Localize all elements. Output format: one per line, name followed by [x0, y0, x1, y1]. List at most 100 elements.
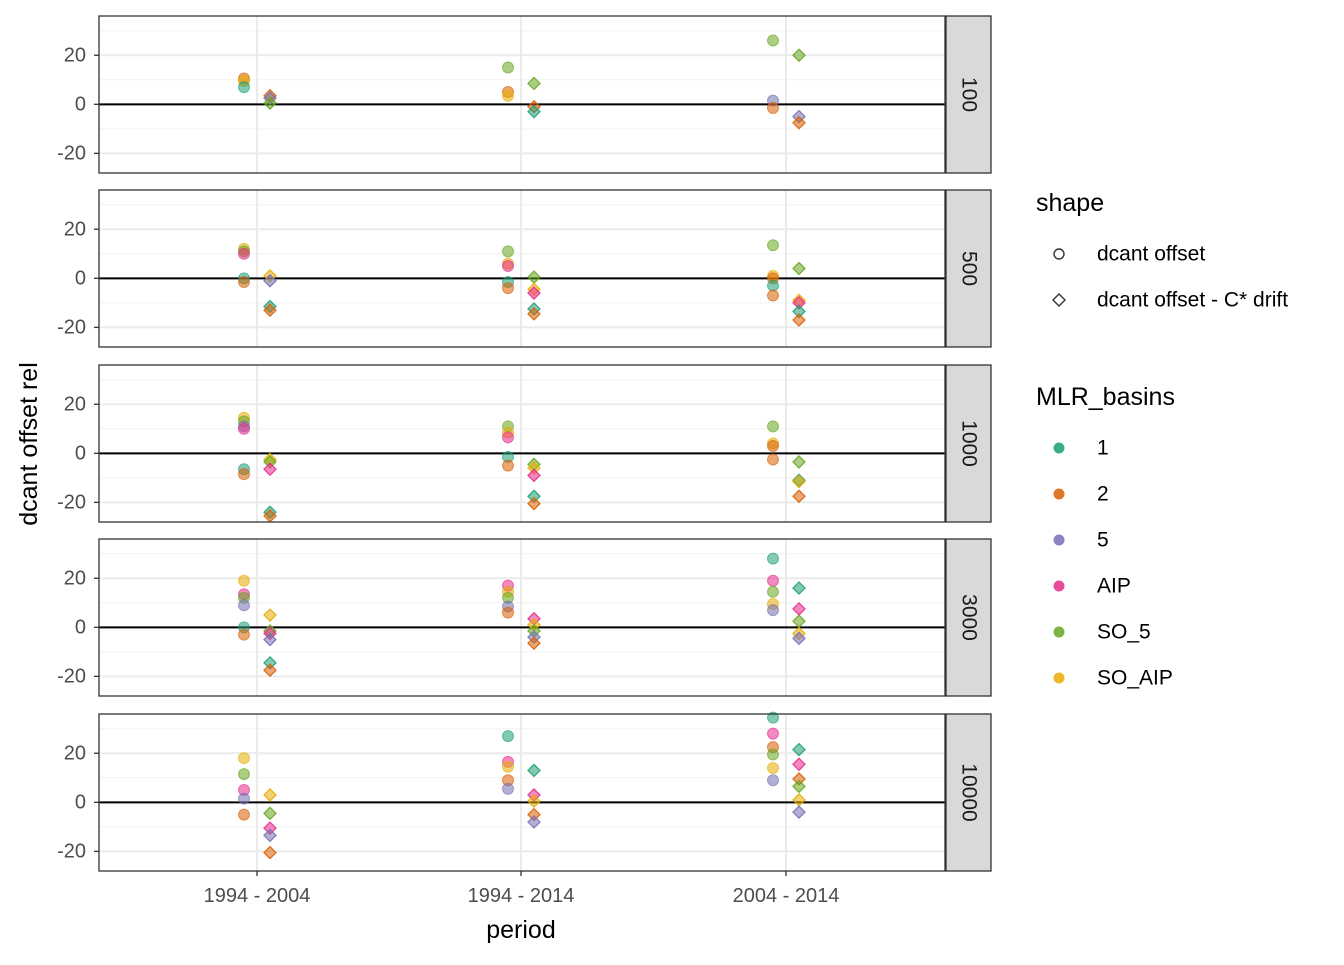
facet-panel-500: 500 -20 0 20 — [57, 189, 992, 348]
color-legend-item: 5 — [1053, 529, 1109, 552]
y-tick-label: -20 — [57, 142, 86, 164]
shape-legend-item: dcant offset — [1053, 243, 1205, 266]
legend-circle-key — [1053, 248, 1065, 260]
legend-color-key — [1053, 488, 1065, 500]
y-tick-label: 20 — [64, 218, 86, 240]
legend-color-key — [1053, 442, 1065, 454]
data-point-circle — [767, 711, 779, 724]
data-point-diamond — [527, 496, 541, 511]
shape-legend-items: dcant offset dcant offset - C* drift — [1052, 243, 1288, 312]
data-point-circle — [767, 574, 779, 587]
data-point-circle — [767, 439, 779, 452]
data-point-diamond — [263, 663, 277, 678]
panel-border — [98, 364, 946, 523]
data-point-diamond — [263, 806, 277, 821]
data-point-diamond — [263, 303, 277, 318]
panel-border — [98, 538, 946, 697]
data-point-circle — [238, 808, 250, 821]
y-tick-label: -20 — [57, 840, 86, 862]
y-tick-label: 20 — [64, 567, 86, 589]
y-tick-label: -20 — [57, 665, 86, 687]
facet-strip-label: 10000 — [958, 763, 981, 821]
shape-legend-label: dcant offset - C* drift — [1097, 289, 1288, 312]
x-tick-label: 2004 - 2014 — [733, 885, 840, 907]
data-point-diamond — [792, 48, 806, 63]
y-tick-label: 0 — [75, 616, 86, 638]
facet-strip-label: 3000 — [958, 594, 981, 641]
data-point-diamond — [792, 489, 806, 504]
color-legend-items: 1 2 5 AIP SO_5 SO_AIP — [1053, 437, 1173, 690]
facet-strip — [945, 713, 992, 872]
color-legend-item: SO_5 — [1053, 621, 1151, 644]
color-legend-title: MLR_basins — [1036, 383, 1175, 411]
data-point-circle — [502, 245, 514, 258]
data-point-circle — [502, 760, 514, 773]
y-tick-label: -20 — [57, 491, 86, 513]
data-point-diamond — [263, 828, 277, 843]
facet-strip — [945, 15, 992, 174]
data-point-circle — [767, 748, 779, 761]
data-point-circle — [238, 752, 250, 765]
y-tick-label: 0 — [75, 93, 86, 115]
data-point-diamond — [792, 261, 806, 276]
x-tick-label: 1994 - 2014 — [468, 885, 575, 907]
data-point-diamond — [263, 845, 277, 860]
axes: dcant offset rel period 1994 - 2004 1994 … — [15, 362, 839, 944]
legend-color-key — [1053, 626, 1065, 638]
data-point-circle — [502, 61, 514, 74]
shape-legend-title: shape — [1036, 189, 1104, 217]
data-point-diamond — [527, 286, 541, 300]
data-point-circle — [767, 34, 779, 47]
data-point-circle — [502, 89, 514, 102]
y-axis-title: dcant offset rel — [15, 362, 43, 526]
data-point-diamond — [527, 794, 541, 809]
data-point-diamond — [263, 462, 277, 477]
data-point-diamond — [792, 631, 806, 646]
color-legend-label: 1 — [1097, 437, 1109, 460]
data-point-diamond — [792, 742, 806, 757]
facet-panel-3000: 3000 -20 0 20 — [57, 538, 992, 697]
legend: shape dcant offset dcant offset - C* drif… — [1036, 189, 1288, 690]
data-point-diamond — [263, 273, 277, 288]
data-point-circle — [767, 101, 779, 114]
color-legend-label: SO_5 — [1097, 621, 1151, 644]
shape-legend-item: dcant offset - C* drift — [1052, 289, 1288, 312]
data-point-diamond — [527, 306, 541, 321]
data-point-circle — [767, 761, 779, 774]
data-point-diamond — [792, 779, 806, 794]
data-point-circle — [238, 599, 250, 612]
legend-color-key — [1053, 580, 1065, 592]
facet-strip — [945, 364, 992, 523]
data-point-circle — [502, 260, 514, 273]
color-legend-item: 1 — [1053, 437, 1109, 460]
data-point-circle — [502, 782, 514, 795]
data-point-diamond — [792, 581, 806, 595]
data-point-circle — [767, 727, 779, 740]
panel-border — [98, 189, 946, 348]
y-tick-label: 20 — [64, 44, 86, 66]
facet-panel-100: 100 -20 0 20 — [57, 15, 992, 174]
data-point-diamond — [263, 608, 277, 622]
data-point-circle — [502, 730, 514, 743]
data-point-diamond — [263, 788, 277, 802]
data-point-circle — [767, 420, 779, 433]
y-tick-label: 0 — [75, 791, 86, 813]
data-point-circle — [238, 628, 250, 641]
data-point-diamond — [263, 96, 277, 111]
data-point-circle — [238, 792, 250, 805]
data-point-diamond — [792, 115, 806, 130]
data-point-circle — [767, 239, 779, 252]
data-point-circle — [238, 574, 250, 587]
color-legend-item: 2 — [1053, 483, 1109, 506]
color-legend-label: SO_AIP — [1097, 667, 1173, 690]
color-legend-label: 2 — [1097, 483, 1109, 506]
data-point-circle — [502, 606, 514, 619]
facet-panel-1000: 1000 -20 0 20 — [57, 364, 992, 523]
facet-panel-10000: 10000 -20 0 20 — [57, 711, 992, 872]
x-tick-label: 1994 - 2004 — [204, 885, 311, 907]
data-point-diamond — [792, 757, 806, 772]
data-point-diamond — [527, 104, 541, 119]
y-tick-label: 0 — [75, 442, 86, 464]
